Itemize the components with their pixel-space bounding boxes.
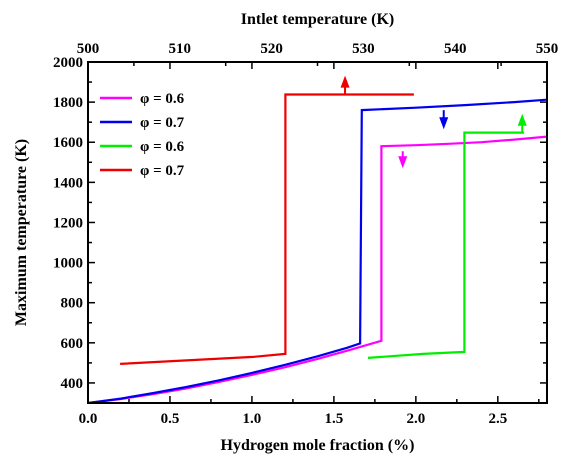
- legend-label: φ = 0.7: [140, 115, 185, 131]
- y-tick-label: 2000: [53, 55, 83, 71]
- series-line-3: [367, 131, 524, 359]
- arrow-1: [398, 151, 408, 169]
- x-tick-label: 1.5: [325, 411, 344, 427]
- top-x-tick-label: 500: [77, 41, 100, 57]
- top-x-tick-label: 540: [444, 41, 467, 57]
- top-x-tick-label: 550: [536, 41, 559, 57]
- x-tick-label: 2.5: [488, 411, 507, 427]
- legend-item: φ = 0.7: [100, 115, 185, 131]
- y-tick-label: 400: [61, 376, 84, 392]
- y-tick-label: 600: [61, 336, 84, 352]
- arrow-3: [517, 113, 527, 133]
- arrow-4: [340, 75, 350, 95]
- ticks: 0.0 0.5 1.0 1.5 2.0 2.5 500 510 520 530 540 550 400 6…: [53, 41, 558, 427]
- legend-label: φ = 0.7: [140, 163, 185, 179]
- top-x-axis-title: Intlet temperature (K): [241, 11, 394, 28]
- legend: φ = 0.6 φ = 0.7 φ = 0.6 φ = 0.7: [100, 91, 185, 179]
- top-x-tick-label: 520: [260, 41, 283, 57]
- series-line-2: [88, 98, 547, 403]
- y-tick-label: 1800: [53, 95, 83, 111]
- plot-frame: [87, 61, 548, 404]
- y-tick-label: 1000: [53, 256, 83, 272]
- top-x-tick-label: 510: [169, 41, 192, 57]
- y-tick-label: 800: [61, 296, 84, 312]
- y-tick-label: 1200: [53, 215, 83, 231]
- top-x-tick-label: 530: [352, 41, 375, 57]
- legend-item: φ = 0.6: [100, 139, 185, 155]
- x-axis-title: Hydrogen mole fraction (%): [221, 437, 415, 454]
- series-line-4: [120, 93, 414, 365]
- legend-item: φ = 0.6: [100, 91, 185, 107]
- y-axis-title: Maximum temperature (K): [13, 139, 30, 326]
- legend-label: φ = 0.6: [140, 139, 185, 155]
- x-tick-label: 0.5: [161, 411, 180, 427]
- legend-label: φ = 0.6: [140, 91, 185, 107]
- data-lines: [88, 93, 547, 403]
- x-tick-label: 2.0: [406, 411, 425, 427]
- y-tick-label: 1600: [53, 135, 83, 151]
- arrow-2: [439, 110, 449, 130]
- x-tick-label: 1.0: [243, 411, 262, 427]
- y-tick-label: 1400: [53, 175, 83, 191]
- arrows: [340, 75, 527, 169]
- legend-item: φ = 0.7: [100, 163, 185, 179]
- x-tick-label: 0.0: [79, 411, 98, 427]
